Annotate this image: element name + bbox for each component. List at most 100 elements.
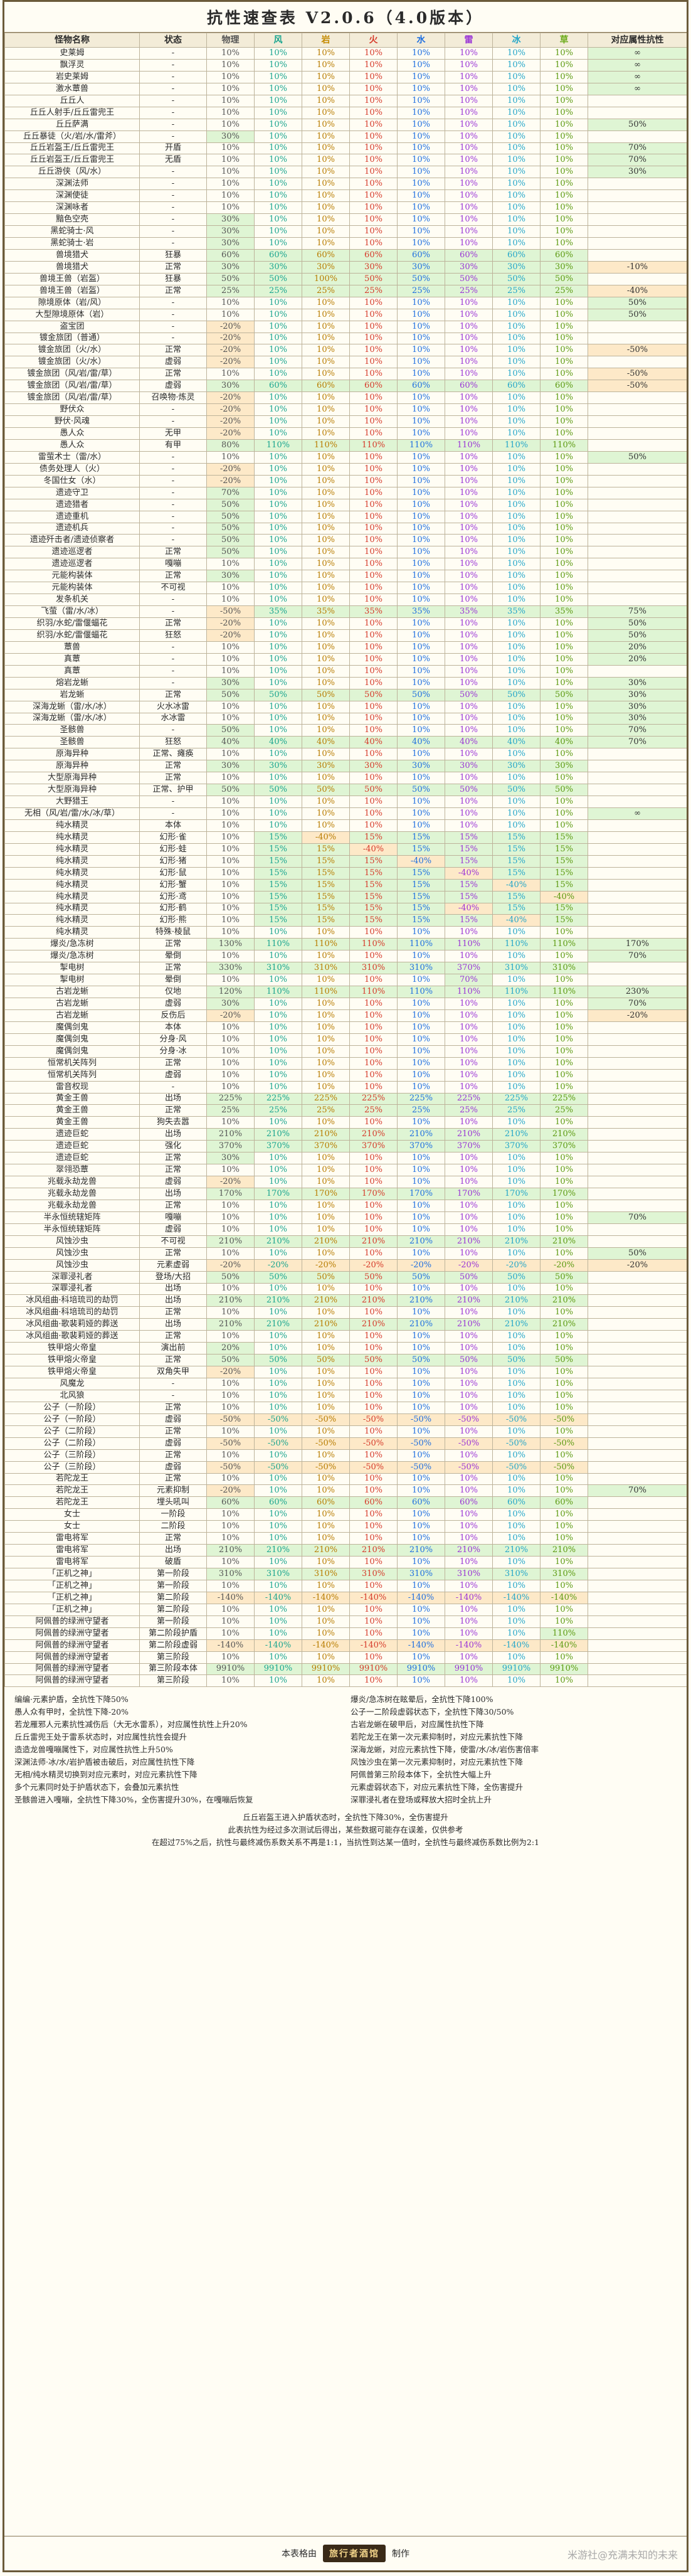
monster-name: 圣骸兽 bbox=[4, 736, 140, 749]
monster-name: 黄金王兽 bbox=[4, 1104, 140, 1117]
resistance-cell: 10% bbox=[349, 1366, 398, 1378]
resistance-cell: 10% bbox=[302, 1520, 350, 1533]
monster-state: 正常 bbox=[139, 570, 207, 583]
resistance-cell: 10% bbox=[540, 1223, 588, 1236]
resistance-cell: 10% bbox=[445, 356, 493, 369]
resistance-cell: 10% bbox=[492, 558, 541, 571]
monster-state: 出场 bbox=[139, 1544, 207, 1557]
resistance-cell: 10% bbox=[445, 403, 493, 417]
resistance-cell: 10% bbox=[206, 1306, 255, 1319]
resistance-cell: 10% bbox=[492, 1211, 541, 1224]
resistance-cell: 10% bbox=[206, 1508, 255, 1521]
resistance-cell: 10% bbox=[492, 700, 541, 713]
resistance-cell bbox=[588, 225, 687, 238]
resistance-cell: 10% bbox=[397, 189, 445, 203]
resistance-cell: 10% bbox=[349, 106, 398, 119]
resistance-cell: 10% bbox=[302, 94, 350, 107]
monster-name: 野伏众 bbox=[4, 403, 140, 417]
monster-name: 雷电将军 bbox=[4, 1556, 140, 1568]
resistance-cell: 210% bbox=[302, 1544, 350, 1557]
monster-state: 第一阶段 bbox=[139, 1568, 207, 1580]
monster-state: - bbox=[139, 70, 207, 83]
resistance-cell: 170% bbox=[588, 938, 687, 951]
resistance-cell: 10% bbox=[349, 47, 398, 60]
resistance-cell: 50% bbox=[206, 522, 255, 535]
resistance-cell: 10% bbox=[349, 796, 398, 808]
resistance-cell: 50% bbox=[397, 1354, 445, 1367]
monster-state: - bbox=[139, 82, 207, 95]
resistance-cell: 10% bbox=[206, 47, 255, 60]
monster-name: 纯水精灵 bbox=[4, 866, 140, 880]
resistance-cell: 370% bbox=[445, 962, 493, 975]
resistance-cell: 10% bbox=[492, 1449, 541, 1462]
monster-name: 铁甲熔火帝皇 bbox=[4, 1354, 140, 1367]
resistance-cell: 10% bbox=[302, 1603, 350, 1616]
resistance-cell: 10% bbox=[492, 47, 541, 60]
resistance-cell: 10% bbox=[254, 998, 302, 1010]
table-row: 风蚀沙虫 元素虚弱 -20% -20% -20% -20% -20% -20% -20% -20%… bbox=[4, 1259, 687, 1272]
resistance-cell: 10% bbox=[540, 974, 588, 987]
resistance-cell bbox=[588, 926, 687, 939]
monster-name: 镀金旅团（风/岩/雷/草） bbox=[4, 368, 140, 381]
resistance-cell: 10% bbox=[492, 368, 541, 381]
resistance-cell: 10% bbox=[349, 1342, 398, 1355]
monster-state: - bbox=[139, 201, 207, 215]
resistance-cell: 10% bbox=[254, 47, 302, 60]
resistance-cell: 10% bbox=[397, 1116, 445, 1129]
resistance-cell: 10% bbox=[349, 462, 398, 476]
table-row: 纯水精灵 幻形·蟹 10% 15% 15% 15% 15% 15% -40% 15% bbox=[4, 878, 687, 891]
monster-state: - bbox=[139, 676, 207, 689]
table-row: 熔岩龙蜥 -30% 10% 10% 10% 10% 10% 10% 10% 30% bbox=[4, 676, 687, 689]
table-row: 丘丘岩盔王/丘丘雷兜王 开盾 10% 10% 10% 10% 10% 10% 10% 10% 70% bbox=[4, 142, 687, 155]
table-row: 元能构装体 不可视 10% 10% 10% 10% 10% 10% 10% 10% bbox=[4, 582, 687, 595]
resistance-cell: 370% bbox=[302, 1140, 350, 1153]
resistance-cell bbox=[588, 1639, 687, 1652]
resistance-cell: 10% bbox=[397, 344, 445, 357]
monster-state: - bbox=[139, 724, 207, 737]
table-row: 镀金旅团（火/水） 正常 -20% 10% 10% 10% 10% 10% 10% 10% -50% bbox=[4, 344, 687, 357]
resistance-cell bbox=[588, 1496, 687, 1509]
resistance-cell: 225% bbox=[206, 1092, 255, 1105]
resistance-cell bbox=[588, 1651, 687, 1664]
monster-state: 召唤物·炼灵 bbox=[139, 391, 207, 405]
resistance-cell: 10% bbox=[397, 94, 445, 107]
resistance-cell: 10% bbox=[445, 118, 493, 131]
table-row: 阿佩普的绿洲守望者 第三阶段 10% 10% 10% 10% 10% 10% 10% 10% bbox=[4, 1674, 687, 1688]
monster-state: 虚弱 bbox=[139, 1413, 207, 1426]
table-row: 史莱姆 -10% 10% 10% 10% 10% 10% 10% 10% ∞ bbox=[4, 47, 687, 60]
resistance-cell: 225% bbox=[349, 1092, 398, 1105]
resistance-cell: 10% bbox=[445, 1401, 493, 1414]
resistance-cell: 50% bbox=[492, 1270, 541, 1284]
resistance-cell: 310% bbox=[540, 1568, 588, 1580]
resistance-cell: 50% bbox=[349, 1270, 398, 1284]
monster-name: 风魔龙 bbox=[4, 1378, 140, 1390]
resistance-cell: 10% bbox=[206, 70, 255, 83]
resistance-cell: 10% bbox=[349, 1080, 398, 1094]
resistance-cell: 10% bbox=[302, 1176, 350, 1188]
resistance-cell: 10% bbox=[492, 1366, 541, 1378]
monster-state: 水冰雷 bbox=[139, 712, 207, 725]
monster-state: 出场 bbox=[139, 1318, 207, 1331]
monster-name: 镀金旅团（风/岩/雷/草） bbox=[4, 391, 140, 405]
resistance-cell: 10% bbox=[445, 1378, 493, 1390]
resistance-cell: 10% bbox=[349, 629, 398, 642]
resistance-cell: 50% bbox=[540, 272, 588, 285]
resistance-cell: 35% bbox=[302, 605, 350, 618]
resistance-cell: 10% bbox=[254, 1366, 302, 1378]
resistance-cell: 30% bbox=[302, 260, 350, 274]
monster-name: 大型隙境原体（岩） bbox=[4, 308, 140, 321]
resistance-cell: 50% bbox=[540, 688, 588, 701]
resistance-cell bbox=[588, 1330, 687, 1343]
resistance-cell bbox=[588, 272, 687, 285]
resistance-cell: 10% bbox=[349, 1627, 398, 1640]
monster-name: 镀金旅团（风/岩/雷/草） bbox=[4, 380, 140, 393]
resistance-cell: 50% bbox=[302, 784, 350, 797]
resistance-cell: 10% bbox=[302, 368, 350, 381]
resistance-cell: 10% bbox=[302, 1615, 350, 1628]
resistance-cell bbox=[588, 1140, 687, 1153]
resistance-cell: 10% bbox=[254, 796, 302, 808]
resistance-cell: 10% bbox=[445, 1627, 493, 1640]
resistance-cell: 170% bbox=[445, 1188, 493, 1200]
table-row: 圣骸兽 -50% 10% 10% 10% 10% 10% 10% 10% 70% bbox=[4, 724, 687, 737]
resistance-cell: 10% bbox=[349, 427, 398, 440]
